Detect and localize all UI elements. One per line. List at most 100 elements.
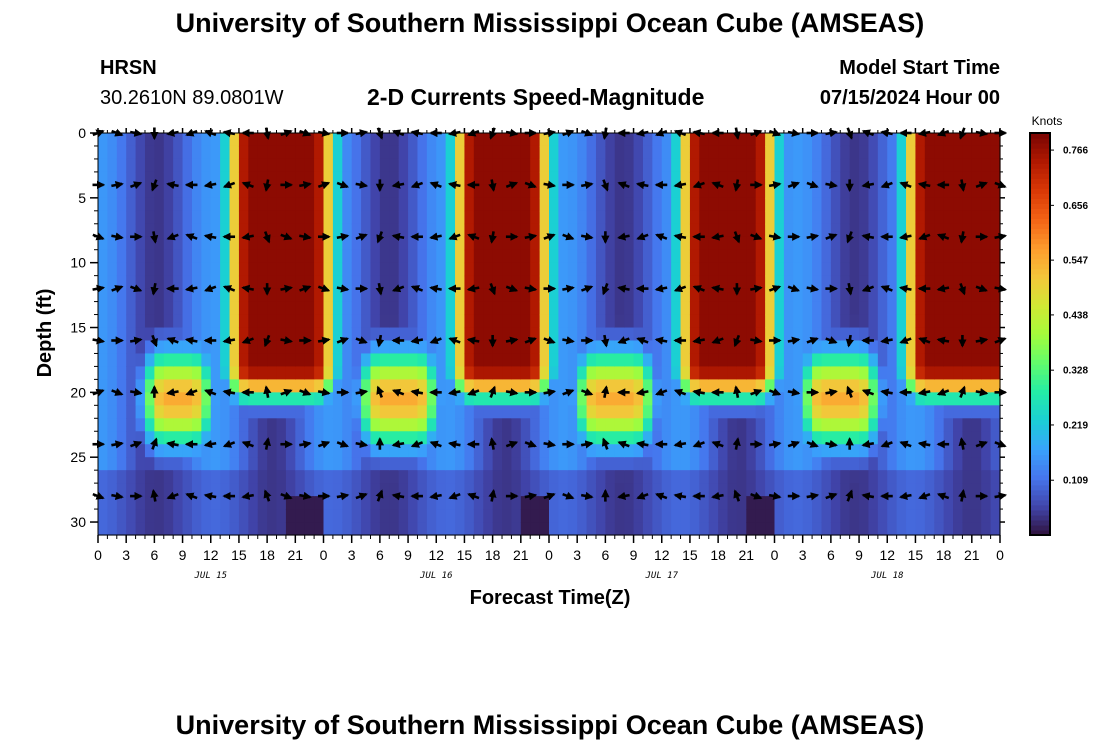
heatmap-cell: [163, 145, 174, 160]
heatmap-cell: [408, 379, 419, 393]
heatmap-cell: [990, 184, 1001, 199]
heatmap-cell: [323, 314, 334, 329]
heatmap-cell: [652, 210, 663, 225]
heatmap-cell: [793, 457, 804, 471]
heatmap-cell: [990, 379, 1001, 393]
heatmap-cell: [229, 223, 240, 238]
heatmap-cell: [783, 431, 794, 445]
heatmap-cell: [502, 379, 513, 393]
heatmap-cell: [98, 158, 108, 173]
heatmap-cell: [492, 483, 503, 497]
heatmap-cell: [953, 210, 964, 225]
heatmap-cell: [163, 210, 174, 225]
heatmap-cell: [351, 197, 362, 212]
heatmap-cell: [220, 327, 231, 342]
heatmap-cell: [267, 133, 278, 147]
heatmap-cell: [379, 340, 390, 355]
heatmap-cell: [276, 457, 287, 471]
x-tick-label: 12: [428, 547, 444, 563]
current-arrow: [806, 439, 819, 448]
heatmap-cell: [708, 509, 719, 523]
heatmap-cell: [915, 496, 926, 510]
heatmap-cell: [107, 223, 118, 238]
heatmap-cell: [877, 145, 888, 160]
heatmap-cell: [285, 301, 296, 316]
heatmap-cell: [727, 197, 738, 212]
heatmap-cell: [840, 223, 851, 238]
heatmap-cell: [351, 366, 362, 380]
heatmap-cell: [530, 223, 541, 238]
heatmap-cell: [896, 236, 907, 251]
heatmap-cell: [953, 184, 964, 199]
heatmap-cell: [671, 509, 682, 523]
heatmap-cell: [868, 171, 879, 186]
heatmap-cell: [718, 509, 729, 523]
heatmap-cell: [633, 158, 644, 173]
heatmap-cell: [567, 392, 578, 406]
heatmap-cell: [304, 262, 315, 277]
heatmap-cell: [455, 158, 466, 173]
heatmap-cell: [793, 275, 804, 290]
heatmap-cell: [802, 236, 813, 251]
heatmap-cell: [765, 379, 776, 393]
heatmap-cell: [981, 457, 992, 471]
current-arrow: [166, 232, 179, 241]
heatmap-cell: [342, 418, 353, 432]
heatmap-cell: [379, 249, 390, 264]
heatmap-cell: [342, 366, 353, 380]
heatmap-cell: [144, 522, 155, 536]
heatmap-cell: [492, 249, 503, 264]
heatmap-cell: [708, 210, 719, 225]
heatmap-cell: [971, 301, 982, 316]
heatmap-cell: [492, 522, 503, 536]
current-arrow: [203, 180, 217, 189]
heatmap-cell: [671, 327, 682, 342]
heatmap-cell: [877, 353, 888, 368]
heatmap-cell: [671, 366, 682, 380]
heatmap-cell: [877, 249, 888, 264]
heatmap-cell: [361, 249, 372, 264]
heatmap-cell: [962, 262, 973, 277]
heatmap-cell: [144, 340, 155, 355]
heatmap-cell: [285, 509, 296, 523]
colorbar-band: [1030, 414, 1050, 421]
heatmap-cell: [783, 288, 794, 303]
heatmap-cell: [567, 223, 578, 238]
current-arrow: [355, 233, 368, 242]
colorbar-band: [1030, 394, 1050, 400]
heatmap-cell: [379, 509, 390, 523]
heatmap-cell: [144, 418, 155, 432]
heatmap-cell: [229, 522, 240, 536]
heatmap-cell: [877, 470, 888, 484]
heatmap-cell: [689, 288, 700, 303]
current-arrow: [336, 336, 349, 345]
heatmap-cell: [445, 340, 456, 355]
heatmap-cell: [530, 431, 541, 445]
current-arrow: [601, 283, 610, 296]
current-arrow: [975, 181, 988, 190]
heatmap-cell: [971, 262, 982, 277]
current-arrow: [466, 284, 480, 293]
heatmap-cell: [971, 353, 982, 368]
heatmap-cell: [953, 236, 964, 251]
heatmap-cell: [868, 184, 879, 199]
heatmap-cell: [116, 366, 127, 380]
heatmap-cell: [962, 379, 973, 393]
heatmap-cell: [605, 522, 616, 536]
heatmap-cell: [502, 340, 513, 355]
heatmap-cell: [285, 353, 296, 368]
heatmap-cell: [802, 327, 813, 342]
heatmap-cell: [595, 353, 606, 368]
heatmap-cell: [549, 301, 559, 316]
current-arrow: [317, 284, 331, 293]
heatmap-cell: [549, 275, 559, 290]
heatmap-cell: [849, 392, 860, 406]
heatmap-cell: [953, 249, 964, 264]
heatmap-cell: [708, 262, 719, 277]
heatmap-cell: [201, 457, 212, 471]
heatmap-cell: [549, 392, 559, 406]
heatmap-cell: [351, 327, 362, 342]
heatmap-cell: [107, 470, 118, 484]
heatmap-cell: [595, 262, 606, 277]
heatmap-cell: [520, 171, 531, 186]
